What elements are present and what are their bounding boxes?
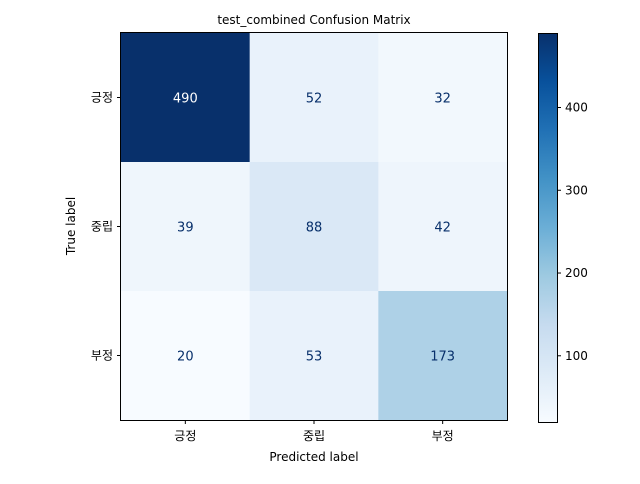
heatmap-cell — [378, 291, 508, 421]
heatmap-cells — [121, 33, 508, 421]
colorbar-tick-label: 400 — [565, 100, 588, 114]
x-axis-label: Predicted label — [269, 450, 358, 464]
cell-value-label: 20 — [177, 350, 194, 365]
colorbar — [538, 33, 557, 422]
cell-value-label: 490 — [173, 92, 198, 107]
heatmap-cell — [121, 162, 251, 292]
colorbar-tick-label: 300 — [565, 183, 588, 197]
heatmap-cell — [249, 291, 379, 421]
colorbar-ticks: 100 200 300 400 — [557, 100, 588, 363]
colorbar-tick-label: 200 — [565, 266, 588, 280]
heatmap-cell — [378, 162, 508, 292]
heatmap-cell — [249, 33, 379, 163]
cell-value-label: 42 — [434, 221, 451, 236]
y-tick-label: 부정 — [91, 349, 113, 363]
heatmap-cell — [378, 33, 508, 163]
heatmap-cell — [249, 162, 379, 292]
x-tick-label: 긍정 — [174, 429, 196, 443]
cell-value-label: 52 — [306, 92, 323, 107]
cell-value-label: 53 — [306, 350, 323, 365]
x-tick-label: 중립 — [303, 429, 325, 443]
y-tick-label: 중립 — [91, 220, 113, 234]
heatmap-cell-labels: 490 52 32 39 88 42 20 53 173 — [173, 92, 455, 365]
x-axis-ticks: 긍정 중립 부정 — [174, 420, 454, 443]
colorbar-tick-label: 100 — [565, 349, 588, 363]
y-axis-label: True label — [64, 197, 78, 256]
cell-value-label: 39 — [177, 221, 194, 236]
cell-value-label: 173 — [430, 350, 455, 365]
heatmap-cell — [121, 291, 251, 421]
chart-title: test_combined Confusion Matrix — [217, 13, 410, 27]
colorbar-frame — [538, 33, 558, 423]
heatmap-cell — [121, 33, 251, 163]
cell-value-label: 32 — [434, 92, 451, 107]
y-tick-label: 긍정 — [91, 91, 113, 105]
cell-value-label: 88 — [306, 221, 323, 236]
x-tick-label: 부정 — [432, 429, 454, 443]
